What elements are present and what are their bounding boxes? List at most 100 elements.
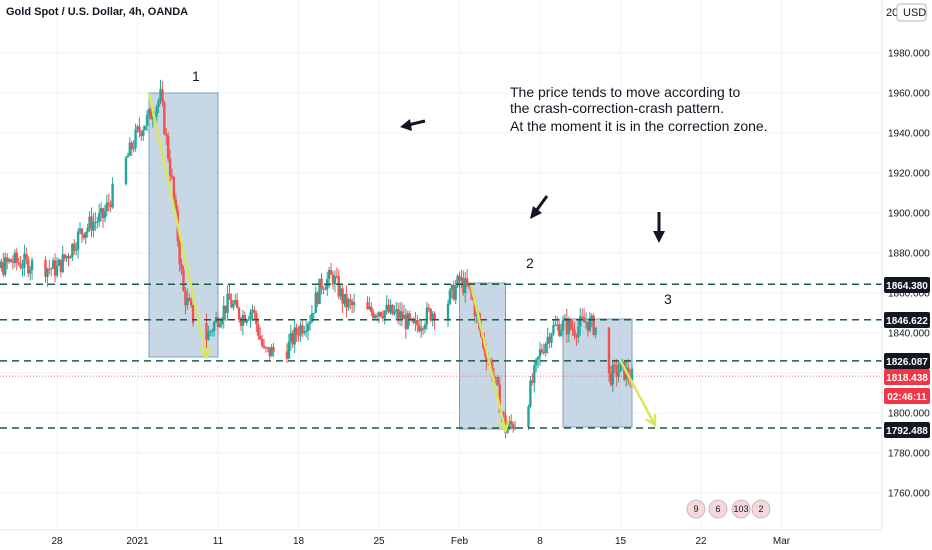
zone-1 (148, 92, 219, 358)
candle-body (272, 347, 275, 352)
time-axis[interactable]: 28 2021 11 18 25 Feb 8 15 22 Mar (0, 529, 882, 550)
candle-body (4, 257, 7, 275)
candle-body (391, 304, 394, 315)
candle-body (423, 324, 427, 329)
candle-body (260, 339, 264, 346)
candle-body (76, 231, 80, 250)
price-tag-label: 1864.380 (886, 281, 928, 292)
candle-body (262, 345, 266, 348)
down-left-arrow-icon (530, 195, 549, 219)
candle-body (299, 325, 302, 336)
price-axis[interactable]: 1760.0001780.0001800.0001820.0001840.000… (881, 0, 932, 550)
candle-body (534, 359, 538, 366)
trend-arrow-head (645, 413, 657, 428)
candle-body (458, 275, 461, 281)
candle-body (243, 315, 247, 323)
candle-body (350, 301, 354, 306)
x-tick-label: 15 (615, 536, 627, 547)
candle-body (320, 278, 323, 289)
x-tick-label: 18 (293, 536, 305, 547)
candle-body (23, 253, 26, 268)
candle-body (613, 364, 616, 366)
candle-body (337, 276, 340, 297)
x-tick-label: 8 (537, 536, 543, 547)
candle-body (431, 313, 434, 321)
candle-body (421, 328, 425, 330)
candle-body (473, 299, 477, 317)
candle-body (218, 324, 222, 327)
candle-body (124, 157, 128, 184)
candle-body (174, 199, 178, 211)
candle-body (293, 327, 296, 345)
candle-body (21, 267, 24, 269)
candle-body (101, 208, 105, 219)
candle-body (372, 312, 375, 319)
candle-body (577, 326, 580, 338)
candle-body (345, 294, 348, 308)
candle-body (609, 373, 613, 385)
indicator-badge[interactable] (751, 499, 771, 519)
candle-body (561, 320, 565, 331)
annotation-line: the crash-correction-crash pattern. (510, 100, 724, 116)
candle-body (245, 320, 248, 323)
candle-body (15, 252, 18, 263)
candle-body (230, 299, 233, 308)
candle-body (224, 305, 227, 313)
candle-body (44, 259, 47, 277)
candle-body (617, 371, 620, 377)
price-tag (884, 312, 930, 328)
y-tick-label: 1940.000 (888, 129, 930, 140)
candle-body (220, 319, 224, 325)
candle-body (99, 208, 103, 214)
candle-body (329, 270, 333, 275)
annotation-text: The price tends to move according to the… (510, 84, 768, 134)
candle-body (92, 222, 95, 231)
trend-arrows (147, 92, 657, 434)
candle-body (301, 325, 304, 334)
price-tag-label: 1826.087 (886, 357, 928, 368)
candle-body (13, 252, 17, 264)
price-tag-label: 1818.438 (886, 373, 928, 384)
y-tick-label: 1860.000 (888, 289, 930, 300)
candle-body (295, 327, 298, 335)
price-tag-label: 02:46:11 (887, 392, 927, 403)
candle-body (465, 278, 469, 286)
candle-body (339, 288, 342, 297)
candle-body (446, 303, 450, 321)
indicator-badge[interactable] (708, 499, 728, 519)
candle-body (402, 314, 406, 320)
y-tick-label: 1920.000 (888, 169, 930, 180)
candle-body (84, 231, 87, 239)
candle-body (212, 322, 216, 331)
candle-body (575, 336, 578, 338)
candle-body (165, 133, 168, 136)
candle-body (207, 331, 210, 341)
candle-body (450, 284, 454, 291)
currency-button[interactable]: USD (896, 3, 927, 22)
candle-body (615, 364, 618, 377)
x-tick-label: 2021 (126, 536, 149, 547)
y-tick-label: 1840.000 (888, 329, 930, 340)
candle-body (191, 305, 195, 324)
price-tag-label: 1846.622 (886, 316, 928, 327)
candle-body (132, 147, 135, 150)
candle-body (368, 306, 371, 310)
candle-body (533, 365, 536, 383)
indicator-badge[interactable] (731, 499, 751, 519)
candle-body (103, 211, 107, 219)
candle-body (51, 260, 55, 269)
indicator-badge[interactable] (686, 499, 706, 519)
candle-body (109, 204, 112, 208)
candle-body (387, 304, 390, 313)
candle-body (385, 304, 388, 311)
down-arrow-icon (653, 212, 665, 243)
candle-body (454, 286, 457, 300)
candle-body (285, 351, 289, 359)
candle-body (429, 309, 432, 321)
x-tick-label: 25 (373, 536, 385, 547)
candle-body (161, 89, 164, 103)
y-tick-label: 1880.000 (888, 249, 930, 260)
candle-body (548, 336, 551, 343)
candle-body (554, 324, 557, 326)
